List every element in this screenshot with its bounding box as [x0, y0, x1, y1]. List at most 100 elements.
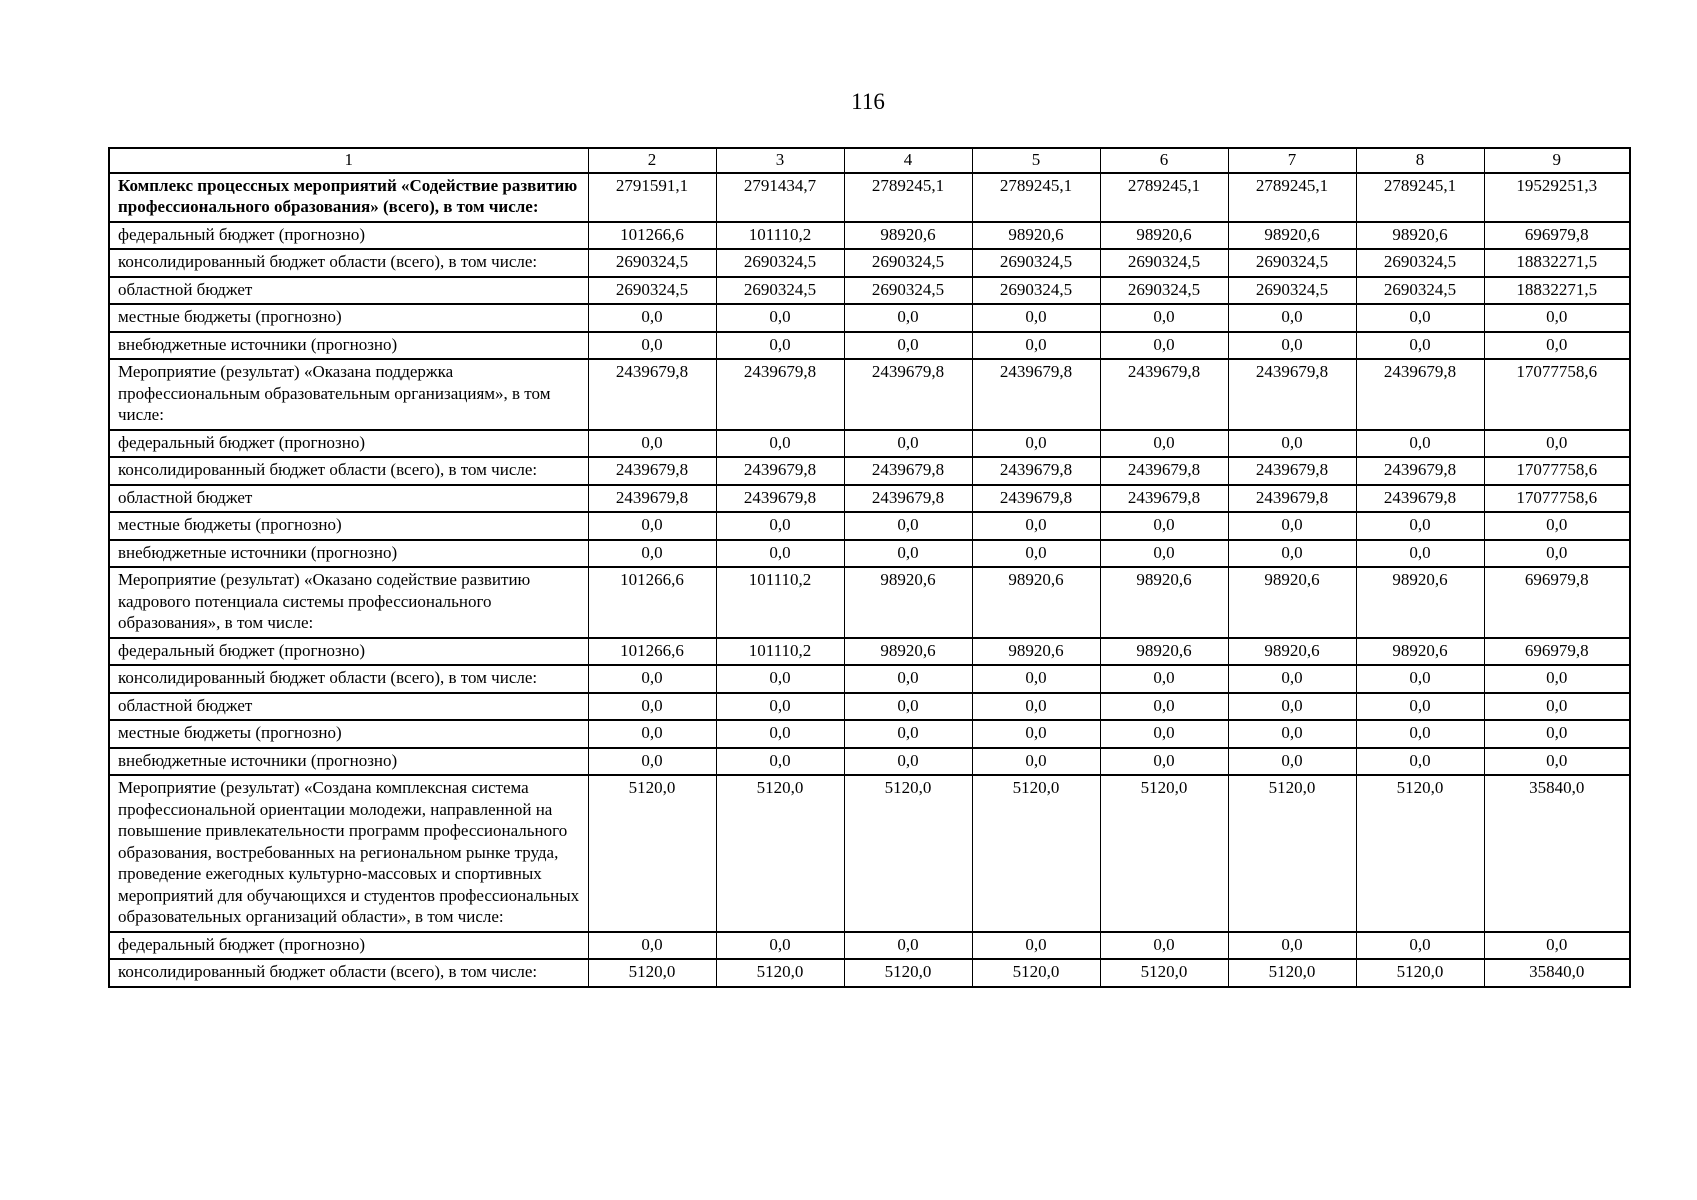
cell-value: 0,0 — [1099, 719, 1229, 749]
cell-value: 35840,0 — [1483, 774, 1631, 933]
cell-value: 0,0 — [587, 691, 717, 721]
cell-value: 0,0 — [843, 930, 973, 960]
cell-value: 2439679,8 — [1355, 358, 1485, 431]
row-label: областной бюджет — [108, 691, 589, 721]
cell-value: 2789245,1 — [1099, 171, 1229, 223]
row-label: консолидированный бюджет области (всего)… — [108, 664, 589, 694]
table-row: федеральный бюджет (прогнозно) 0,0 0,0 0,0 0… — [108, 428, 1631, 458]
cell-value: 101266,6 — [587, 636, 717, 666]
page-number: 116 — [851, 89, 885, 114]
cell-value: 101266,6 — [587, 566, 717, 639]
cell-value: 98920,6 — [1355, 220, 1485, 250]
cell-value: 0,0 — [1227, 511, 1357, 541]
cell-value: 2690324,5 — [715, 275, 845, 305]
cell-value: 2439679,8 — [715, 456, 845, 486]
cell-value: 18832271,5 — [1483, 248, 1631, 278]
cell-value: 0,0 — [843, 538, 973, 568]
cell-value: 0,0 — [1227, 428, 1357, 458]
cell-value: 0,0 — [1099, 428, 1229, 458]
table-row: местные бюджеты (прогнозно) 0,0 0,0 0,0 0,0 0… — [108, 303, 1631, 333]
cell-value: 0,0 — [1483, 303, 1631, 333]
cell-value: 0,0 — [1099, 303, 1229, 333]
cell-value: 18832271,5 — [1483, 275, 1631, 305]
cell-value: 2690324,5 — [1099, 248, 1229, 278]
table-row: консолидированный бюджет области (всего)… — [108, 958, 1631, 988]
cell-value: 0,0 — [587, 538, 717, 568]
cell-value: 0,0 — [971, 719, 1101, 749]
cell-value: 0,0 — [843, 691, 973, 721]
cell-value: 0,0 — [971, 746, 1101, 776]
cell-value: 101110,2 — [715, 220, 845, 250]
row-label: областной бюджет — [108, 483, 589, 513]
cell-value: 5120,0 — [587, 958, 717, 988]
cell-value: 2439679,8 — [1355, 483, 1485, 513]
cell-value: 0,0 — [1227, 538, 1357, 568]
cell-value: 2690324,5 — [843, 275, 973, 305]
cell-value: 0,0 — [715, 428, 845, 458]
cell-value: 98920,6 — [1355, 566, 1485, 639]
cell-value: 101266,6 — [587, 220, 717, 250]
cell-value: 5120,0 — [1227, 958, 1357, 988]
cell-value: 0,0 — [1355, 303, 1485, 333]
cell-value: 2690324,5 — [587, 275, 717, 305]
cell-value: 0,0 — [1227, 691, 1357, 721]
cell-value: 2439679,8 — [715, 358, 845, 431]
cell-value: 17077758,6 — [1483, 456, 1631, 486]
table-row: внебюджетные источники (прогнозно) 0,0 0,0… — [108, 746, 1631, 776]
cell-value: 17077758,6 — [1483, 483, 1631, 513]
cell-value: 0,0 — [1099, 664, 1229, 694]
cell-value: 2690324,5 — [587, 248, 717, 278]
cell-value: 98920,6 — [1099, 220, 1229, 250]
cell-value: 2439679,8 — [587, 358, 717, 431]
column-header-2: 2 — [587, 147, 717, 174]
cell-value: 0,0 — [971, 930, 1101, 960]
table-row: областной бюджет 2690324,5 2690324,5 269032… — [108, 275, 1631, 305]
cell-value: 0,0 — [1483, 538, 1631, 568]
row-label: местные бюджеты (прогнозно) — [108, 511, 589, 541]
cell-value: 0,0 — [715, 511, 845, 541]
cell-value: 5120,0 — [843, 774, 973, 933]
cell-value: 2789245,1 — [1227, 171, 1357, 223]
cell-value: 2690324,5 — [1355, 248, 1485, 278]
cell-value: 0,0 — [971, 538, 1101, 568]
cell-value: 0,0 — [587, 330, 717, 360]
cell-value: 0,0 — [1355, 930, 1485, 960]
table-row: внебюджетные источники (прогнозно) 0,0 0,0… — [108, 538, 1631, 568]
column-header-1: 1 — [108, 147, 589, 174]
cell-value: 2690324,5 — [1355, 275, 1485, 305]
cell-value: 0,0 — [1483, 330, 1631, 360]
cell-value: 0,0 — [715, 303, 845, 333]
cell-value: 5120,0 — [715, 774, 845, 933]
row-label: местные бюджеты (прогнозно) — [108, 719, 589, 749]
cell-value: 19529251,3 — [1483, 171, 1631, 223]
cell-value: 0,0 — [1483, 930, 1631, 960]
cell-value: 5120,0 — [843, 958, 973, 988]
cell-value: 2791434,7 — [715, 171, 845, 223]
column-header-5: 5 — [971, 147, 1101, 174]
cell-value: 98920,6 — [843, 220, 973, 250]
cell-value: 2690324,5 — [971, 248, 1101, 278]
cell-value: 0,0 — [1227, 303, 1357, 333]
cell-value: 2439679,8 — [971, 358, 1101, 431]
table-row: федеральный бюджет (прогнозно) 101266,6 10… — [108, 220, 1631, 250]
cell-value: 2439679,8 — [971, 456, 1101, 486]
cell-value: 0,0 — [1355, 746, 1485, 776]
cell-value: 2439679,8 — [1099, 483, 1229, 513]
cell-value: 35840,0 — [1483, 958, 1631, 988]
row-label: Мероприятие (результат) «Оказана поддерж… — [108, 358, 589, 431]
cell-value: 0,0 — [971, 303, 1101, 333]
table-row: Мероприятие (результат) «Оказано содейст… — [108, 566, 1631, 639]
row-label: внебюджетные источники (прогнозно) — [108, 538, 589, 568]
row-label: федеральный бюджет (прогнозно) — [108, 930, 589, 960]
row-label: Комплекс процессных мероприятий «Содейст… — [108, 171, 589, 223]
row-label: консолидированный бюджет области (всего)… — [108, 958, 589, 988]
cell-value: 0,0 — [1483, 511, 1631, 541]
cell-value: 0,0 — [1355, 330, 1485, 360]
cell-value: 2439679,8 — [1355, 456, 1485, 486]
cell-value: 0,0 — [715, 746, 845, 776]
row-label: федеральный бюджет (прогнозно) — [108, 636, 589, 666]
cell-value: 0,0 — [1355, 664, 1485, 694]
cell-value: 98920,6 — [1227, 220, 1357, 250]
cell-value: 0,0 — [715, 330, 845, 360]
